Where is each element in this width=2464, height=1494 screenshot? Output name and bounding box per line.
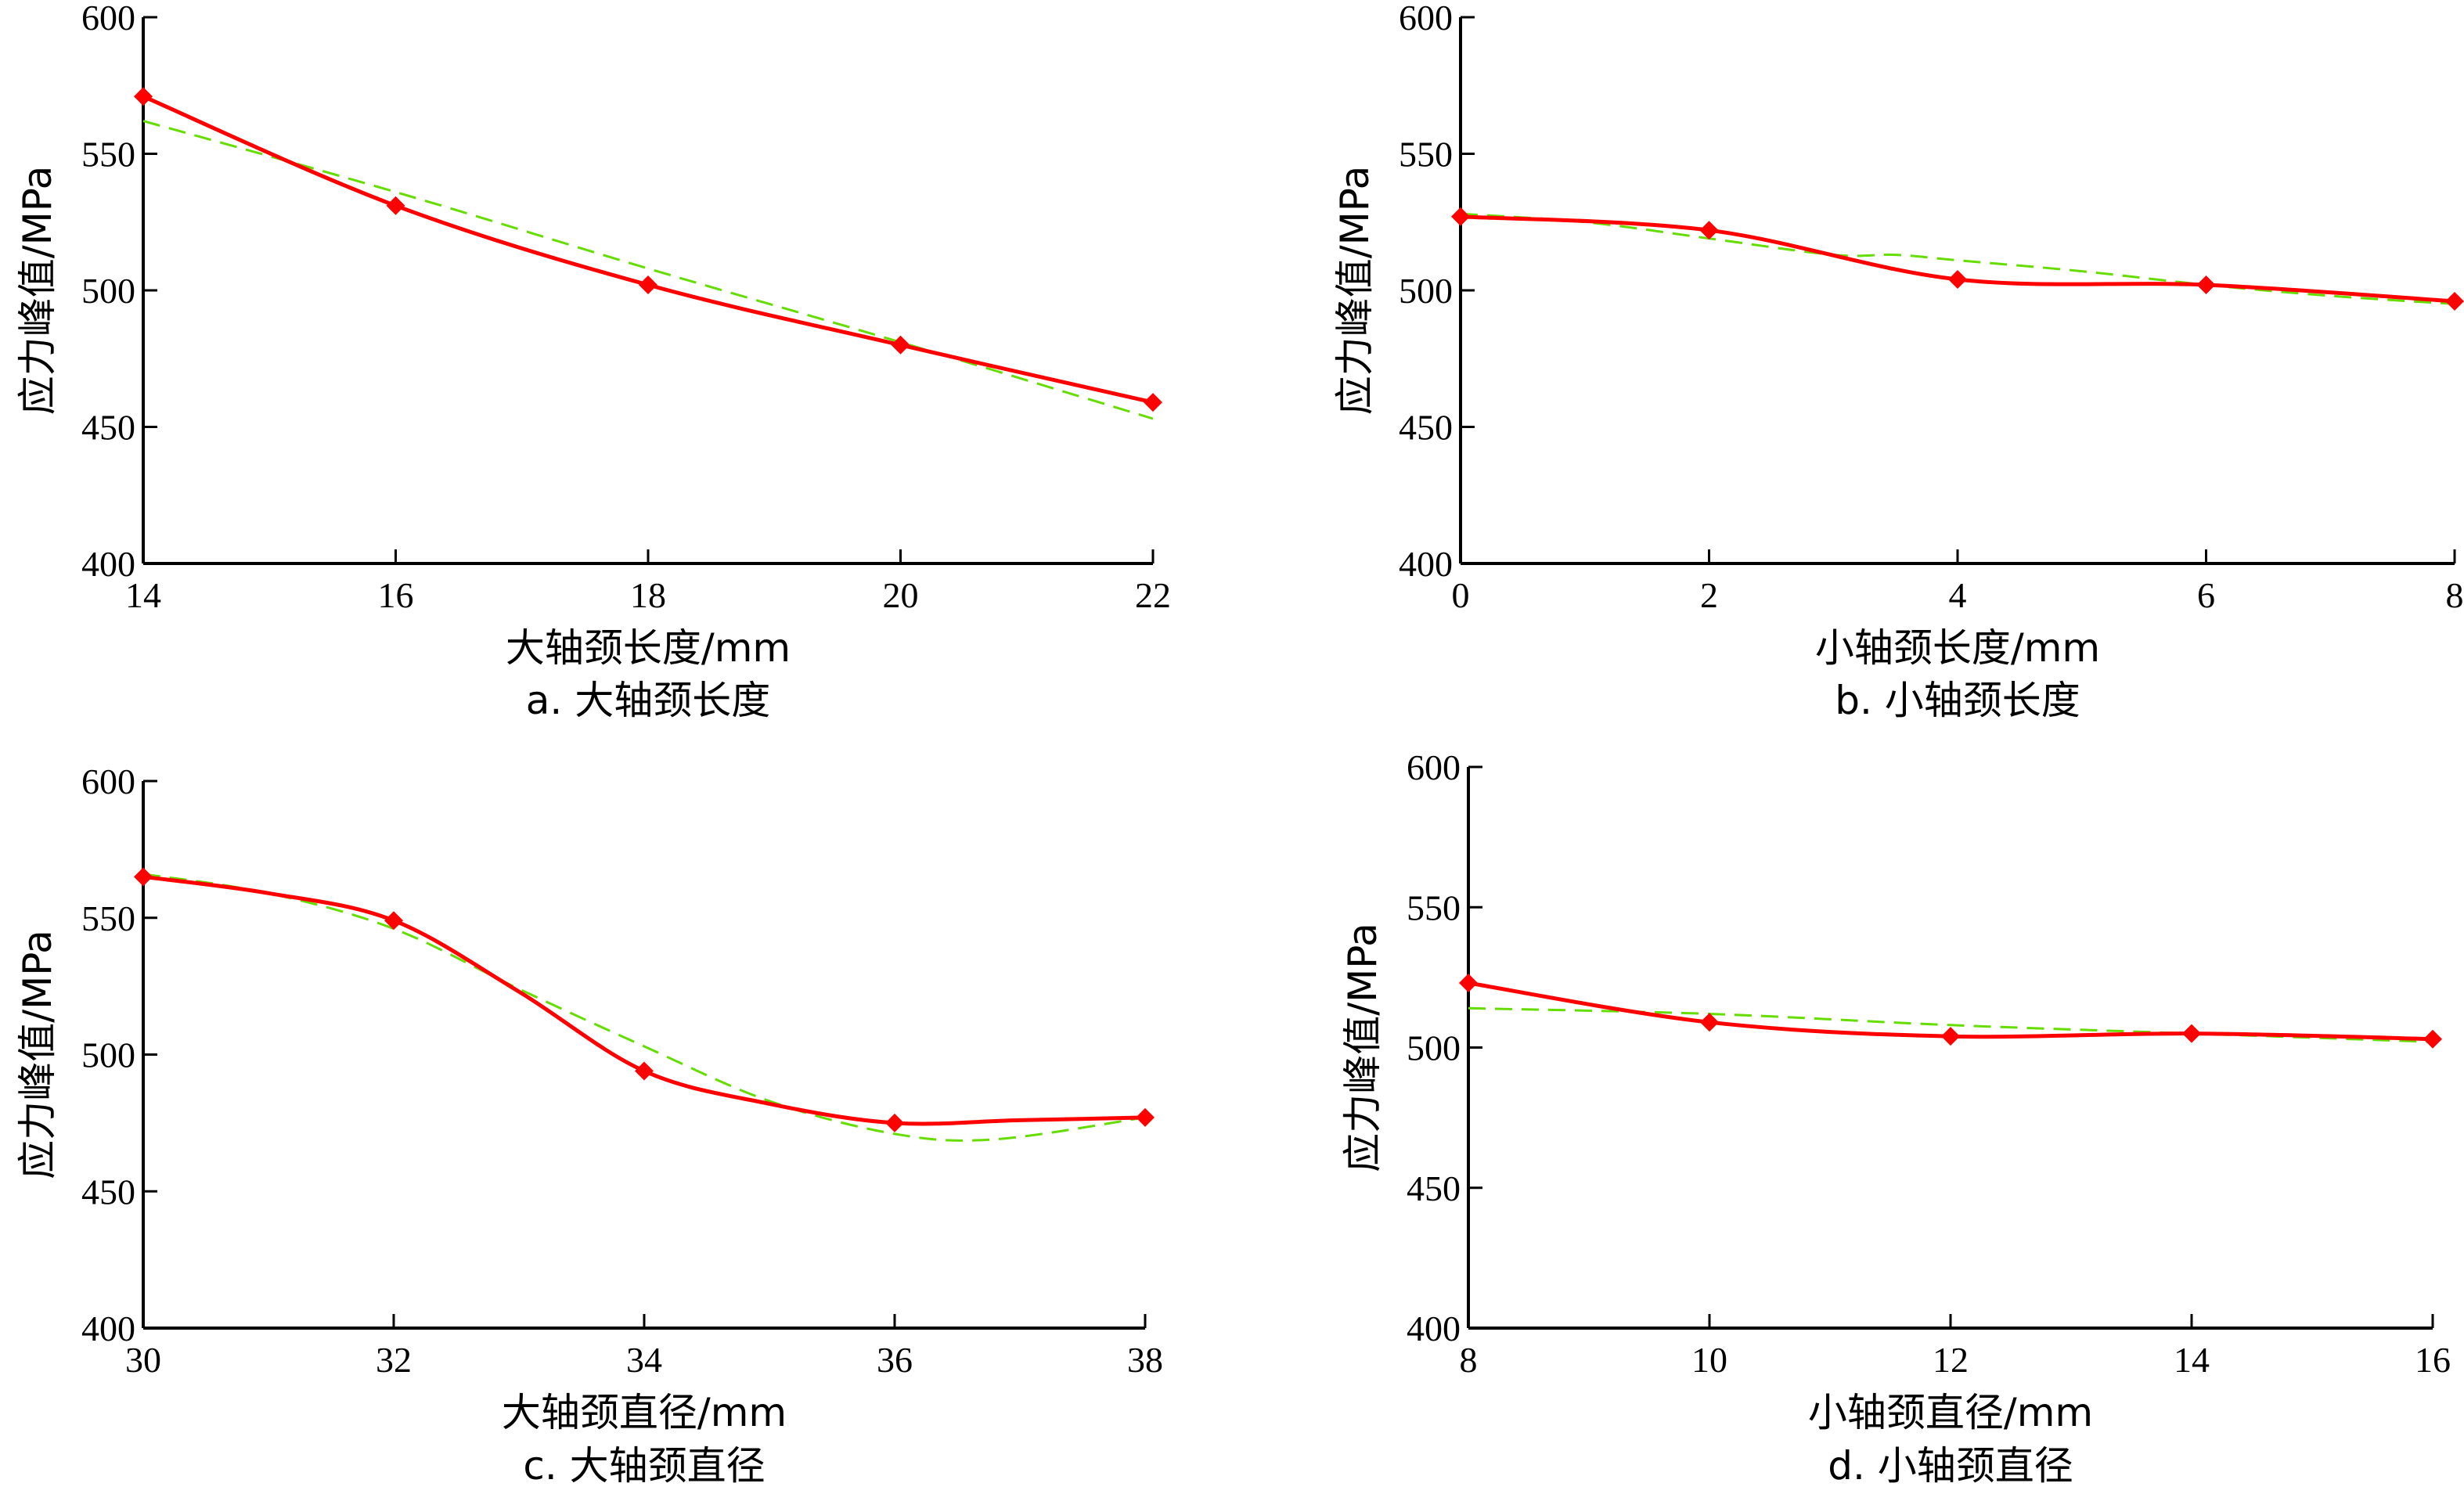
x-axis-title: 大轴颈长度/mm [506,625,791,671]
y-tick-label: 500 [81,1035,135,1075]
data-point-marker [635,1061,654,1081]
x-tick-label: 32 [376,1340,412,1380]
x-tick-label: 18 [630,575,666,615]
y-axis-title: 应力峰值/MPa [15,166,60,416]
y-axis-title: 应力峰值/MPa [1340,923,1385,1172]
x-tick-label: 14 [125,575,161,615]
x-tick-label: 2 [1700,575,1718,615]
x-tick-label: 8 [2446,575,2464,615]
chart-panel-2: 400 450 500 550 600 0 2 4 6 8 小轴颈长度/mm 应力峰值/MPa b. 小… [1332,0,2464,723]
y-tick-label: 400 [81,544,135,584]
y-tick-label: 500 [1407,1028,1461,1068]
x-tick-label: 34 [626,1340,662,1380]
data-point-marker [386,196,405,215]
y-tick-label: 550 [1399,135,1453,175]
fit-curve [1460,212,2455,305]
x-tick-label: 30 [125,1340,161,1380]
data-point-marker [1451,207,1470,226]
y-tick-label: 400 [1407,1309,1461,1348]
data-point-marker [134,87,153,106]
x-tick-label: 4 [1949,575,1967,615]
data-point-marker [639,275,657,295]
y-tick-label: 550 [1407,887,1461,927]
y-tick-label: 550 [81,898,135,938]
data-point-marker [384,911,403,931]
data-point-marker [1699,221,1719,240]
x-axis-title: 小轴颈直径/mm [1808,1390,2093,1435]
panel-caption: c. 大轴颈直径 [523,1443,765,1489]
y-tick-label: 600 [81,761,135,801]
data-point-marker [1459,974,1478,993]
x-tick-label: 8 [1460,1340,1478,1380]
x-tick-label: 20 [883,575,919,615]
x-tick-label: 0 [1452,575,1470,615]
data-point-marker [2445,291,2464,311]
data-point-marker [2182,1024,2201,1043]
x-axis-title: 小轴颈长度/mm [1815,625,2100,671]
y-tick-label: 550 [81,135,135,175]
x-tick-label: 14 [2174,1340,2210,1380]
chart-panel-3: 400 450 500 550 600 30 32 34 36 38 大轴颈直径/mm 应力峰值/MP… [15,761,1163,1489]
y-tick-label: 400 [81,1309,135,1348]
panel-caption: a. 大轴颈长度 [526,678,770,723]
x-tick-label: 22 [1135,575,1171,615]
y-tick-label: 450 [81,408,135,448]
y-axis-title: 应力峰值/MPa [1332,166,1378,416]
data-point-marker [891,335,910,355]
data-point-marker [1948,270,1967,290]
data-point-marker [2423,1029,2442,1049]
x-tick-label: 16 [2415,1340,2451,1380]
x-tick-label: 36 [877,1340,913,1380]
y-tick-label: 500 [1399,271,1453,311]
y-tick-label: 450 [1407,1168,1461,1208]
data-point-marker [2196,275,2216,295]
measured-curve [142,874,1146,1126]
x-tick-label: 16 [378,575,414,615]
fit-curve [142,873,1146,1142]
y-tick-label: 600 [1399,0,1453,38]
x-tick-label: 38 [1127,1340,1163,1380]
data-point-marker [1941,1027,1960,1046]
y-axis-title: 应力峰值/MPa [15,930,60,1179]
x-tick-label: 6 [2197,575,2215,615]
y-tick-label: 450 [81,1172,135,1211]
data-point-marker [1144,393,1162,412]
y-tick-label: 600 [1407,747,1461,787]
data-point-marker [134,867,153,887]
data-point-marker [885,1113,904,1132]
panel-caption: b. 小轴颈长度 [1835,678,2080,723]
data-point-marker [1700,1013,1719,1032]
chart-panel-1: 400 450 500 550 600 14 16 18 20 22 大轴颈长度/mm 应力峰值/MP… [15,0,1171,723]
fit-curve [142,120,1154,420]
x-tick-label: 10 [1691,1340,1727,1380]
panel-caption: d. 小轴颈直径 [1828,1443,2073,1489]
y-tick-label: 500 [81,271,135,311]
y-tick-label: 450 [1399,408,1453,448]
x-tick-label: 12 [1933,1340,1969,1380]
y-tick-label: 400 [1399,544,1453,584]
y-tick-label: 600 [81,0,135,38]
measured-curve [142,94,1154,405]
data-point-marker [1136,1107,1155,1127]
chart-panel-4: 400 450 500 550 600 8 10 12 14 16 小轴颈直径/mm 应力峰值/MPa… [1340,747,2451,1489]
x-axis-title: 大轴颈直径/mm [502,1390,787,1435]
